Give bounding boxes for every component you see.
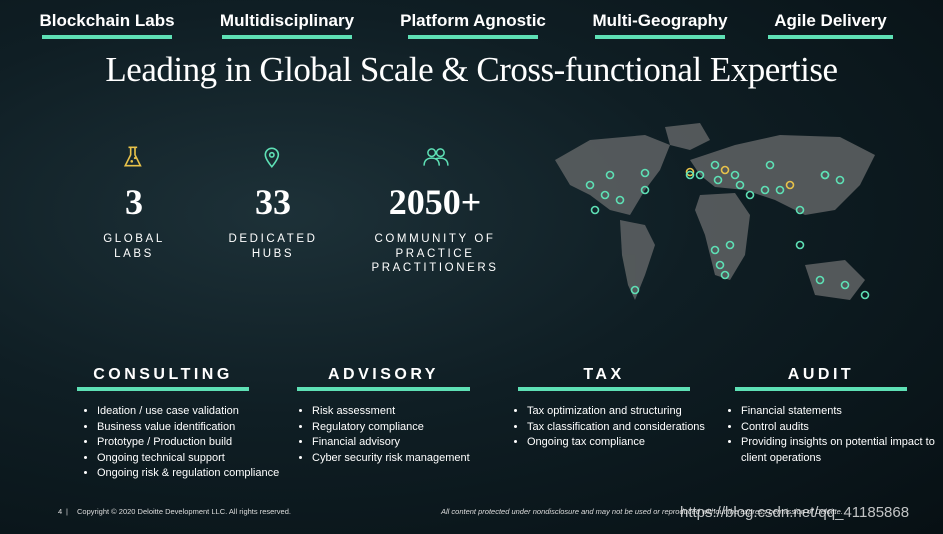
map-pin <box>585 180 595 190</box>
bullet: Cyber security risk management <box>312 451 517 467</box>
map-pin <box>695 170 705 180</box>
map-pin <box>590 205 600 215</box>
tag: Blockchain Labs <box>39 11 175 30</box>
stat-number: 3 <box>125 182 143 222</box>
service-underline <box>518 387 690 391</box>
stat-label: DEDICATED HUBS <box>188 232 358 261</box>
copyright: Copyright © 2020 Deloitte Development LL… <box>77 507 291 516</box>
service-bullets: Risk assessmentRegulatory complianceFina… <box>298 404 517 466</box>
map-pin <box>615 195 625 205</box>
map-pin <box>860 290 870 300</box>
map-pin <box>835 175 845 185</box>
service-underline <box>297 387 470 391</box>
bullet: Tax classification and considerations <box>527 420 732 436</box>
tag: Agile Delivery <box>774 11 887 30</box>
map-pin <box>820 170 830 180</box>
map-pin <box>685 167 695 177</box>
stat-label-line: GLOBAL <box>103 233 165 245</box>
service-bullets: Financial statementsControl auditsProvid… <box>727 404 941 466</box>
map-pin <box>795 240 805 250</box>
icon <box>123 146 142 167</box>
stat-icon <box>122 144 148 170</box>
map-pin <box>765 160 775 170</box>
tag-underline <box>222 35 352 39</box>
stat-number: 33 <box>255 182 291 222</box>
map-pin <box>710 160 720 170</box>
map-pin <box>720 270 730 280</box>
stat-icon <box>423 144 449 170</box>
map-pin <box>600 190 610 200</box>
stat-icon <box>261 144 287 170</box>
map-pin <box>735 180 745 190</box>
tag: Multidisciplinary <box>219 11 355 30</box>
bullet: Providing insights on potential impact t… <box>741 435 941 466</box>
stat-number: 2050+ <box>388 182 482 222</box>
bullet: Ideation / use case validation <box>97 404 302 420</box>
stat-label: GLOBAL LABS <box>49 232 219 261</box>
watermark: https://blog.csdn.net/qq_41185868 <box>680 504 910 521</box>
map-pin <box>640 185 650 195</box>
map-pin <box>630 285 640 295</box>
service-title: CONSULTING <box>93 366 233 383</box>
bullet: Financial statements <box>741 404 941 420</box>
tag-underline <box>768 35 893 39</box>
map-pin <box>710 245 720 255</box>
separator: | <box>66 507 68 516</box>
map-pin <box>605 170 615 180</box>
service-bullets: Tax optimization and structuringTax clas… <box>513 404 732 451</box>
service-title: ADVISORY <box>328 366 439 383</box>
tag-underline <box>595 35 725 39</box>
tag: Multi-Geography <box>592 11 728 30</box>
bullet: Ongoing tax compliance <box>527 435 732 451</box>
bullet: Tax optimization and structuring <box>527 404 732 420</box>
disclaimer: All content protected under nondisclosur… <box>441 507 843 516</box>
service-underline <box>735 387 907 391</box>
page-number: 4 <box>58 507 63 516</box>
service-underline <box>77 387 249 391</box>
bullet: Ongoing technical support <box>97 451 302 467</box>
stat-label-line: PRACTITIONERS <box>371 262 499 274</box>
service-title: AUDIT <box>787 366 855 383</box>
slide-title: Leading in Global Scale & Cross-function… <box>105 50 838 89</box>
map-pin <box>713 175 723 185</box>
map-pin <box>745 190 755 200</box>
service-bullets: Ideation / use case validationBusiness v… <box>83 404 302 482</box>
map-pin <box>760 185 770 195</box>
service-title: TAX <box>583 366 625 383</box>
stat-label-line: LABS <box>114 247 154 260</box>
map-pin <box>685 170 695 180</box>
bullet: Financial advisory <box>312 435 517 451</box>
icon <box>423 148 449 166</box>
bullet: Control audits <box>741 420 941 436</box>
map-pin <box>795 205 805 215</box>
stat-label-line: HUBS <box>251 247 295 260</box>
map-pin <box>785 180 795 190</box>
bullet: Ongoing risk & regulation compliance <box>97 466 302 482</box>
map-pin <box>720 165 730 175</box>
stat-label-line: COMMUNITY OF <box>374 233 496 245</box>
icon <box>264 147 280 168</box>
world-map <box>555 123 875 300</box>
map-pin <box>640 168 650 178</box>
bullet: Business value identification <box>97 420 302 436</box>
stat-label: COMMUNITY OF PRACTICE PRACTITIONERS <box>350 232 520 276</box>
stat-label-line: DEDICATED <box>228 233 318 245</box>
map-pin <box>775 185 785 195</box>
map-pin <box>730 170 740 180</box>
map-pin <box>815 275 825 285</box>
bullet: Prototype / Production build <box>97 435 302 451</box>
bullet: Risk assessment <box>312 404 517 420</box>
tag-underline <box>42 35 172 39</box>
tag: Platform Agnostic <box>400 11 546 30</box>
map-pin <box>840 280 850 290</box>
stat-label-line: PRACTICE <box>395 247 475 260</box>
map-pin <box>725 240 735 250</box>
tag-underline <box>408 35 538 39</box>
bullet: Regulatory compliance <box>312 420 517 436</box>
map-pin <box>715 260 725 270</box>
